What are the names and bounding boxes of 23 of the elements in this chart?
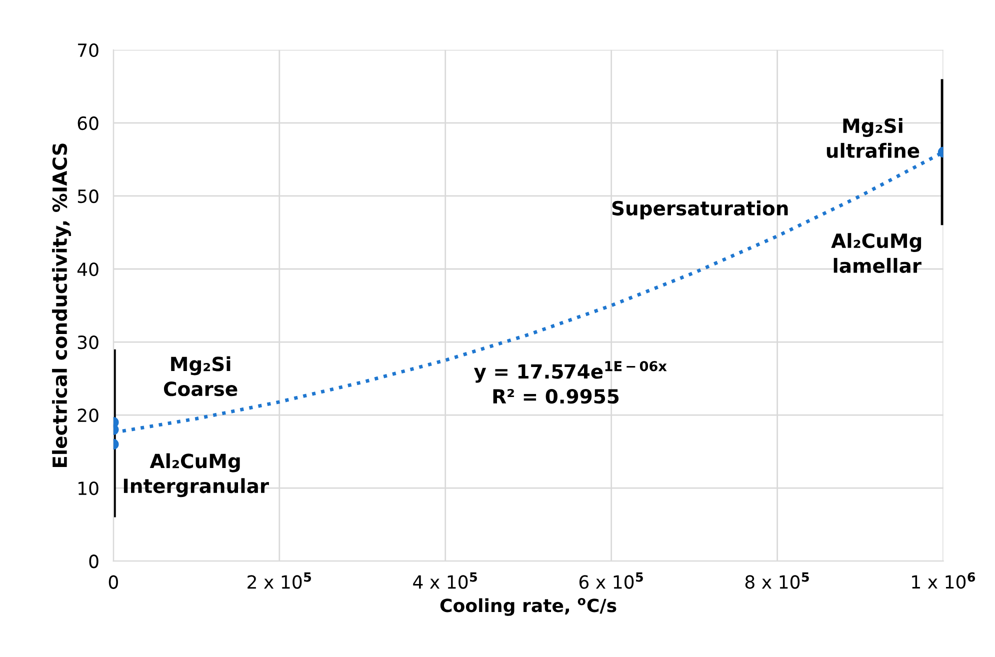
annotation: R² = 0.9955 (493, 388, 619, 404)
x-tick-label: 0 (108, 575, 118, 589)
y-tick-label: 0 (89, 554, 98, 568)
x-tick-label: 6 x 10$^{5}$ (579, 572, 643, 589)
x-tick-label: 1 x 10$^{6}$ (912, 572, 976, 589)
y-tick-label: 70 (78, 43, 98, 58)
annotation: Mg₂Si Coarse (164, 356, 238, 396)
y-tick-label: 50 (78, 189, 98, 204)
annotation: Al₂CuMg Intergranular (124, 453, 269, 498)
y-tick-label: 10 (78, 482, 98, 496)
y-tick-label: 30 (78, 335, 98, 350)
annotation: Supersaturation (612, 200, 788, 220)
x-tick-label: 4 x 10$^{5}$ (413, 572, 477, 589)
y-tick-label: 40 (77, 262, 98, 276)
y-axis-title: Electrical conductivity, %IACS (52, 144, 72, 468)
x-tick-label: 2 x 10$^{5}$ (248, 572, 311, 589)
y-tick-label: 20 (78, 408, 98, 422)
x-axis-title: Cooling rate, $^{o}$C/s (440, 598, 616, 616)
y-tick-label: 60 (78, 116, 98, 130)
annotation: y = 17.574e$^{1E−06x}$ (474, 360, 667, 383)
x-tick-label: 8 x 10$^{5}$ (745, 572, 809, 589)
annotation: Al₂CuMg lamellar (831, 233, 922, 273)
annotation: Mg₂Si ultrafine (826, 118, 920, 158)
